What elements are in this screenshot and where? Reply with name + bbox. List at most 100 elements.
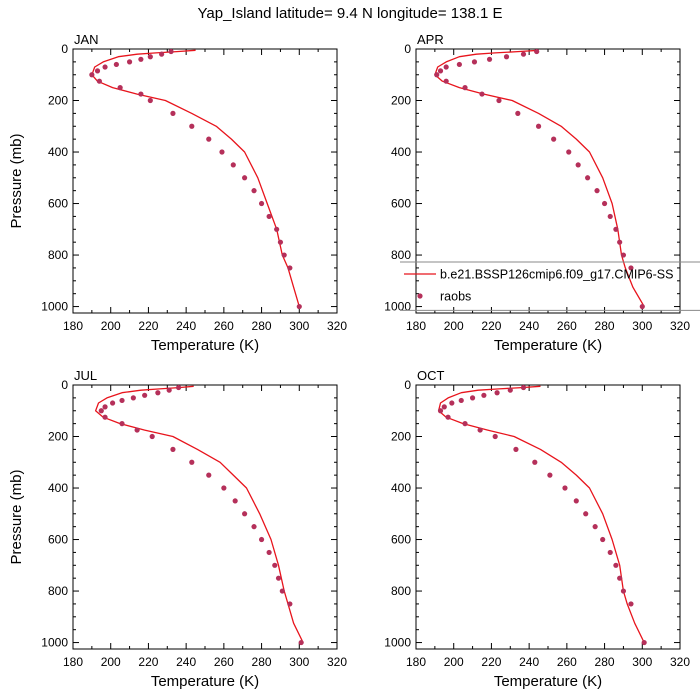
- raobs-point: [583, 511, 589, 517]
- raobs-point: [456, 61, 462, 68]
- raobs-point: [566, 149, 572, 155]
- x-tick-label: 180: [63, 319, 83, 333]
- x-tick-label: 280: [252, 655, 272, 669]
- plot-frame: [415, 384, 681, 650]
- x-tick-label: 180: [63, 655, 83, 669]
- y-tick-label: 800: [48, 248, 68, 262]
- y-axis-title: Pressure (mb): [8, 469, 25, 564]
- raobs-point: [486, 56, 493, 62]
- x-tick-label: 320: [327, 655, 347, 669]
- raobs-point: [258, 200, 265, 207]
- raobs-point: [147, 54, 153, 60]
- raobs-point: [639, 303, 645, 310]
- raobs-point: [562, 485, 568, 491]
- raobs-point: [613, 226, 619, 232]
- raobs-point: [134, 427, 140, 433]
- raobs-point: [102, 414, 108, 420]
- raobs-point: [515, 110, 521, 116]
- raobs-point: [275, 575, 282, 581]
- data-layer: [89, 49, 302, 310]
- y-axis-title: Pressure (mb): [8, 133, 25, 228]
- raobs-point: [620, 588, 627, 594]
- y-tick-label: 0: [404, 378, 411, 392]
- y-tick-label: 1000: [384, 300, 411, 314]
- panel-label: JAN: [74, 32, 99, 47]
- data-layer: [437, 385, 647, 646]
- plot-frame: [72, 48, 338, 314]
- raobs-point: [170, 446, 176, 452]
- raobs-point: [147, 97, 153, 104]
- raobs-point: [620, 252, 627, 258]
- raobs-point: [503, 54, 510, 60]
- raobs-point: [534, 49, 540, 55]
- raobs-point: [274, 226, 280, 232]
- raobs-point: [287, 601, 293, 607]
- raobs-point: [443, 78, 449, 84]
- raobs-point: [479, 91, 485, 97]
- x-axis-title: Temperature (K): [494, 337, 602, 354]
- raobs-point: [277, 239, 284, 245]
- x-tick-label: 240: [176, 655, 196, 669]
- raobs-point: [573, 498, 579, 504]
- raobs-point: [168, 49, 174, 55]
- raobs-point: [221, 485, 227, 491]
- raobs-point: [142, 392, 148, 398]
- model-profile-line: [94, 385, 304, 643]
- y-tick-label: 600: [391, 197, 411, 211]
- raobs-point: [119, 421, 125, 427]
- panels: JAN 180 200 220 240 260 280 300 320 0 200 400 600 800…: [8, 32, 700, 690]
- raobs-point: [617, 575, 623, 581]
- panel-oct: OCT 180 200 220 240 260 280 300 320 0 200 400 600 800…: [384, 368, 690, 690]
- raobs-point: [113, 61, 119, 68]
- raobs-point: [607, 549, 613, 556]
- raobs-point: [266, 549, 272, 556]
- model-profile-line: [437, 385, 645, 643]
- raobs-point: [592, 524, 598, 530]
- x-tick-label: 300: [289, 655, 309, 669]
- x-tick-label: 260: [557, 655, 577, 669]
- raobs-point: [298, 639, 304, 646]
- raobs-point: [258, 536, 265, 543]
- x-tick-label: 200: [101, 319, 121, 333]
- raobs-point: [613, 562, 619, 568]
- x-tick-label: 220: [138, 655, 158, 669]
- x-tick-label: 300: [632, 319, 652, 333]
- x-tick-label: 280: [595, 319, 615, 333]
- raobs-point: [441, 404, 447, 410]
- figure-title: Yap_Island latitude= 9.4 N longitude= 13…: [198, 5, 503, 22]
- raobs-point: [219, 149, 225, 155]
- raobs-point: [471, 59, 478, 65]
- y-tick-label: 600: [48, 197, 68, 211]
- x-tick-label: 220: [481, 319, 501, 333]
- x-tick-label: 220: [481, 655, 501, 669]
- y-tick-label: 0: [61, 378, 68, 392]
- x-tick-label: 240: [519, 655, 539, 669]
- raobs-point: [607, 213, 613, 220]
- raobs-point: [594, 188, 600, 194]
- raobs-point: [469, 395, 476, 401]
- x-tick-label: 240: [519, 319, 539, 333]
- raobs-point: [281, 252, 287, 258]
- y-tick-label: 0: [404, 42, 411, 56]
- raobs-point: [170, 110, 176, 116]
- x-tick-label: 320: [670, 319, 690, 333]
- x-tick-label: 260: [557, 319, 577, 333]
- raobs-point: [520, 385, 527, 391]
- y-tick-label: 0: [61, 42, 68, 56]
- x-tick-label: 320: [327, 319, 347, 333]
- raobs-point: [437, 408, 444, 414]
- raobs-point: [458, 397, 464, 404]
- raobs-point: [96, 78, 102, 84]
- x-tick-label: 200: [444, 319, 464, 333]
- raobs-point: [617, 239, 623, 245]
- raobs-point: [434, 72, 440, 78]
- raobs-point: [206, 136, 212, 142]
- x-axis-title: Temperature (K): [151, 337, 259, 354]
- raobs-point: [507, 387, 513, 393]
- raobs-point: [266, 213, 272, 220]
- raobs-point: [462, 85, 468, 91]
- x-tick-label: 260: [214, 319, 234, 333]
- y-tick-label: 400: [391, 481, 411, 495]
